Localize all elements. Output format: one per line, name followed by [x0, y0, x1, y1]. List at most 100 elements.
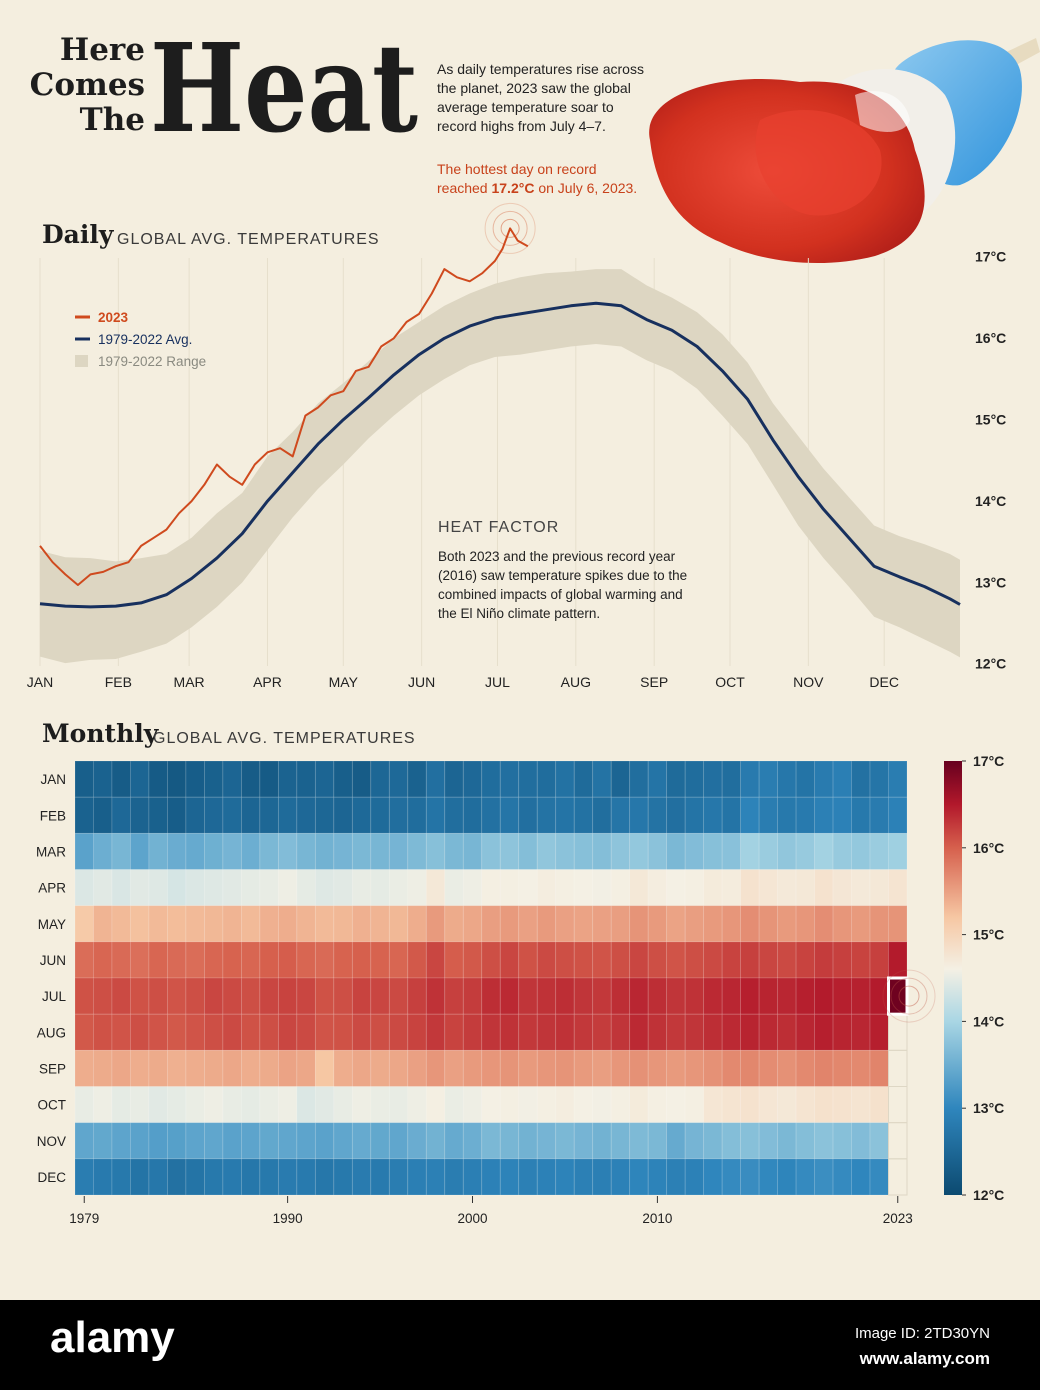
- cell: [833, 1159, 851, 1195]
- legend-label: 2023: [98, 310, 129, 325]
- cell: [297, 1014, 315, 1050]
- cell: [556, 1087, 574, 1123]
- footer-brand: alamy: [50, 1313, 175, 1362]
- cell: [463, 978, 481, 1014]
- cell: [186, 1123, 204, 1159]
- cell: [796, 797, 814, 833]
- cell: [167, 761, 185, 797]
- cell: [204, 1050, 222, 1086]
- cell: [186, 1014, 204, 1050]
- cell: [445, 942, 463, 978]
- cell: [371, 1050, 389, 1086]
- cell: [759, 1087, 777, 1123]
- cell: [204, 870, 222, 906]
- cell: [75, 942, 93, 978]
- cell: [260, 942, 278, 978]
- cell: [204, 978, 222, 1014]
- cell: [574, 1014, 592, 1050]
- cell: [204, 833, 222, 869]
- cell: [852, 1014, 870, 1050]
- cell: [611, 833, 629, 869]
- cell: [223, 761, 241, 797]
- cell: [241, 978, 259, 1014]
- cell: [833, 870, 851, 906]
- cell: [796, 833, 814, 869]
- cell: [611, 1050, 629, 1086]
- cell: [223, 1159, 241, 1195]
- cell: [223, 870, 241, 906]
- cell: [371, 870, 389, 906]
- cell: [408, 1123, 426, 1159]
- annotation-line: the El Niño climate pattern.: [438, 606, 600, 621]
- cell: [556, 978, 574, 1014]
- cell: [889, 833, 907, 869]
- cell: [334, 1123, 352, 1159]
- cell: [741, 1123, 759, 1159]
- x-tick-label: APR: [253, 674, 282, 690]
- cell: [759, 833, 777, 869]
- title-line: The: [80, 102, 145, 138]
- cell: [389, 797, 407, 833]
- cell: [426, 1014, 444, 1050]
- cell: [611, 942, 629, 978]
- highlight-text: reached: [437, 180, 491, 196]
- cell: [519, 761, 537, 797]
- cell: [778, 1123, 796, 1159]
- cell: [556, 1014, 574, 1050]
- cell: [759, 761, 777, 797]
- cell: [648, 1087, 666, 1123]
- cell: [741, 906, 759, 942]
- cell: [778, 797, 796, 833]
- cell: [482, 870, 500, 906]
- cell: [574, 833, 592, 869]
- cell: [704, 870, 722, 906]
- cell: [93, 1087, 111, 1123]
- cell: [426, 797, 444, 833]
- row-label: APR: [38, 881, 66, 896]
- colorbar-label: 14°C: [973, 1013, 1004, 1029]
- cell: [75, 1159, 93, 1195]
- cell: [722, 870, 740, 906]
- cell: [389, 761, 407, 797]
- cell: [870, 1087, 888, 1123]
- cell: [260, 1159, 278, 1195]
- cell: [648, 1050, 666, 1086]
- cell: [685, 833, 703, 869]
- cell: [463, 1014, 481, 1050]
- row-label: NOV: [37, 1134, 66, 1149]
- cell: [186, 833, 204, 869]
- cell: [260, 1050, 278, 1086]
- cell: [556, 942, 574, 978]
- cell: [778, 1087, 796, 1123]
- cell: [315, 1087, 333, 1123]
- cell: [815, 1050, 833, 1086]
- cell: [704, 1050, 722, 1086]
- cell: [389, 1123, 407, 1159]
- cell: [685, 1087, 703, 1123]
- cell: [75, 1087, 93, 1123]
- cell: [93, 870, 111, 906]
- cell: [334, 761, 352, 797]
- x-tick-label: AUG: [561, 674, 591, 690]
- cell: [371, 1087, 389, 1123]
- cell: [482, 1050, 500, 1086]
- cell: [445, 1050, 463, 1086]
- colorbar: [944, 761, 962, 1195]
- cell: [593, 1050, 611, 1086]
- cell: [204, 797, 222, 833]
- cell: [870, 1159, 888, 1195]
- cell: [408, 1014, 426, 1050]
- cell: [278, 833, 296, 869]
- cell: [408, 1050, 426, 1086]
- cell: [852, 906, 870, 942]
- cell: [759, 1050, 777, 1086]
- highlight-line: The hottest day on record: [437, 161, 597, 177]
- cell: [186, 1087, 204, 1123]
- cell: [130, 1087, 148, 1123]
- chart-subtitle: GLOBAL AVG. TEMPERATURES: [117, 231, 380, 248]
- cell: [167, 1159, 185, 1195]
- cell: [334, 978, 352, 1014]
- cell: [334, 942, 352, 978]
- cell: [482, 1159, 500, 1195]
- cell: [685, 1014, 703, 1050]
